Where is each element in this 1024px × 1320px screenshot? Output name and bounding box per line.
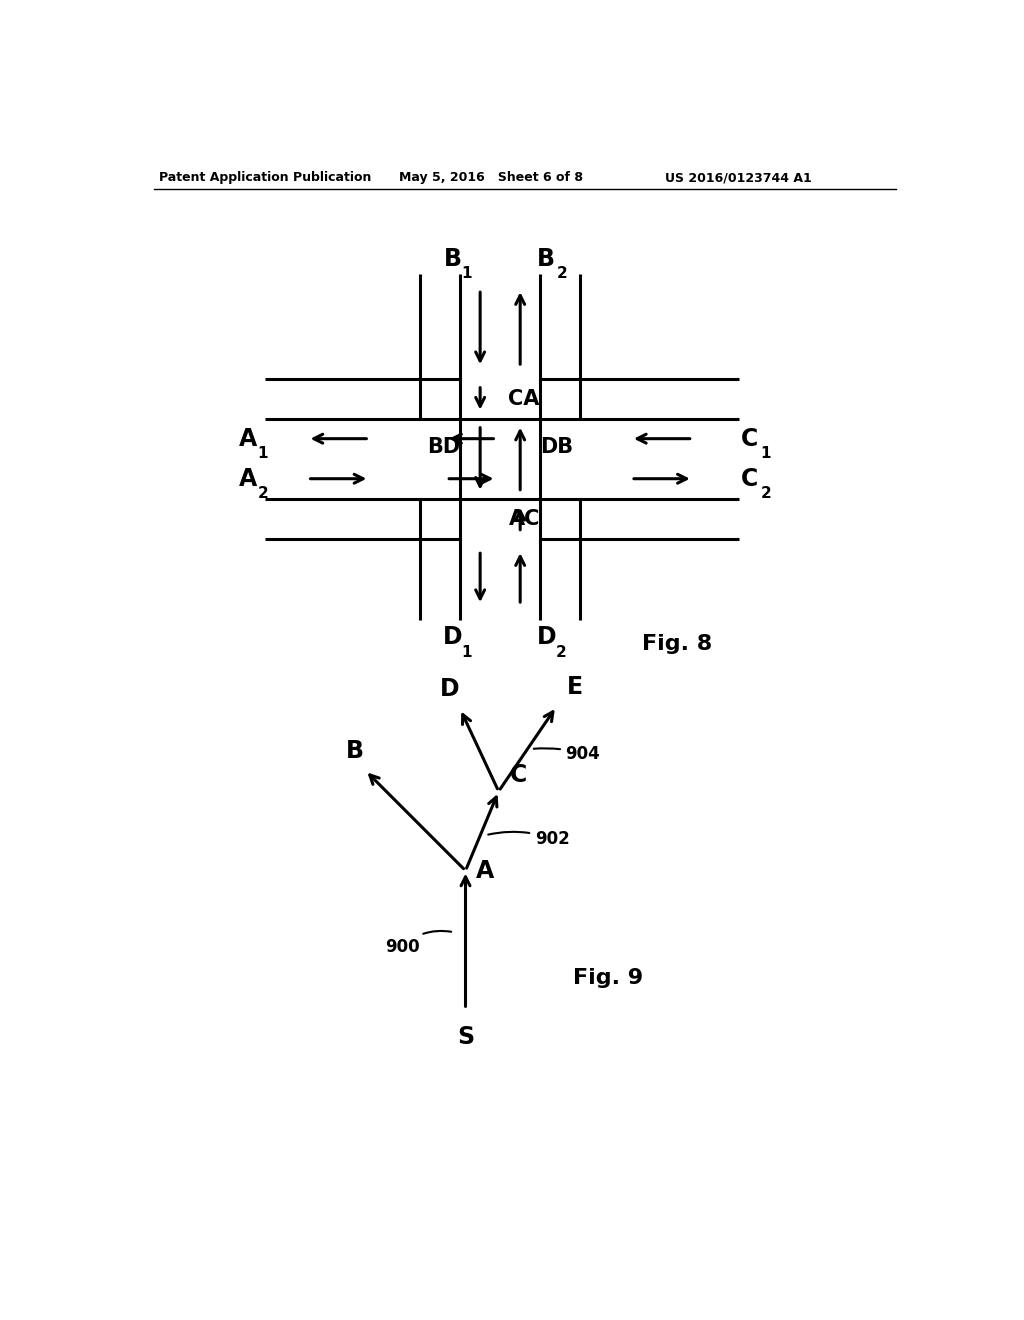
Text: C: C <box>509 763 526 788</box>
Text: A: A <box>476 858 495 883</box>
Text: CA: CA <box>509 388 540 409</box>
Text: D: D <box>537 626 556 649</box>
Text: A: A <box>240 426 257 450</box>
Text: D: D <box>442 626 462 649</box>
Bar <box>541 499 581 539</box>
Text: 2: 2 <box>556 645 566 660</box>
Text: AC: AC <box>509 508 540 529</box>
Text: US 2016/0123744 A1: US 2016/0123744 A1 <box>666 172 812 185</box>
Text: B: B <box>538 247 555 271</box>
Bar <box>460 418 541 499</box>
Text: 902: 902 <box>488 830 569 847</box>
Text: B: B <box>443 247 462 271</box>
Text: 2: 2 <box>258 487 268 502</box>
Text: DB: DB <box>540 437 572 457</box>
Text: 1: 1 <box>258 446 268 462</box>
Text: C: C <box>741 467 758 491</box>
Text: Patent Application Publication: Patent Application Publication <box>159 172 372 185</box>
Bar <box>420 499 460 539</box>
Text: E: E <box>567 675 584 700</box>
Text: BD: BD <box>428 437 461 457</box>
Text: 1: 1 <box>462 645 472 660</box>
Text: 904: 904 <box>534 744 600 763</box>
Bar <box>420 379 460 418</box>
Text: 1: 1 <box>462 267 472 281</box>
Bar <box>541 379 581 418</box>
Text: 1: 1 <box>761 446 771 462</box>
Text: A: A <box>240 467 257 491</box>
Text: 2: 2 <box>557 267 568 281</box>
Text: B: B <box>346 739 364 763</box>
Text: Fig. 8: Fig. 8 <box>642 634 713 653</box>
Text: 2: 2 <box>761 487 771 502</box>
Text: D: D <box>439 677 459 701</box>
Text: S: S <box>457 1024 474 1048</box>
Text: Fig. 9: Fig. 9 <box>572 969 643 989</box>
Text: May 5, 2016   Sheet 6 of 8: May 5, 2016 Sheet 6 of 8 <box>399 172 583 185</box>
Text: 900: 900 <box>385 931 452 956</box>
Text: C: C <box>741 426 758 450</box>
